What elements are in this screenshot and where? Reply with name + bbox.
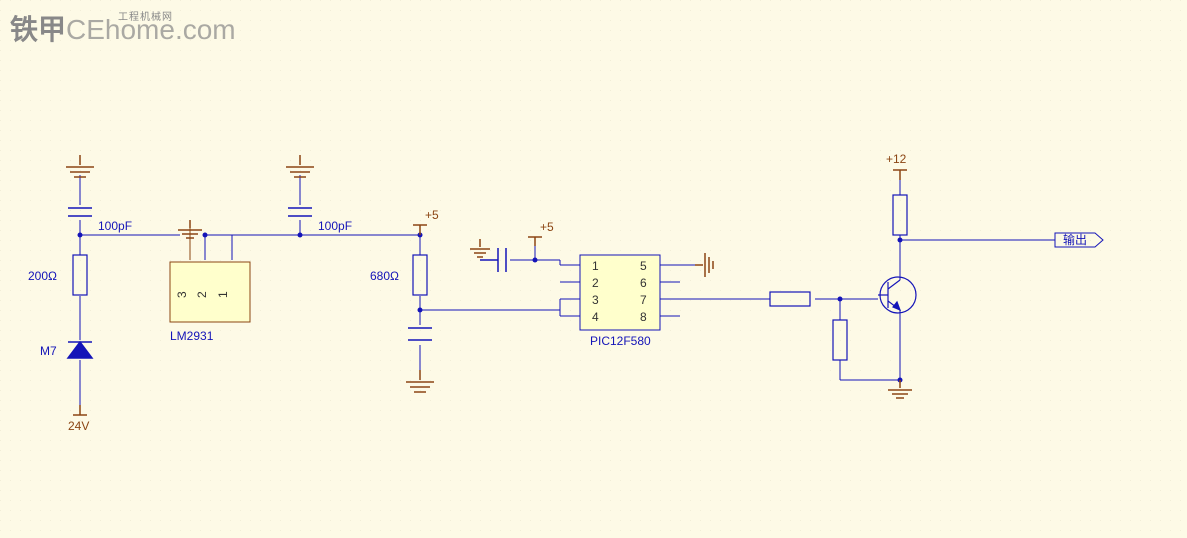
lm2931-label: LM2931 [170,329,214,343]
pic-pin-5: 5 [640,259,647,273]
r2-label: 680Ω [370,269,399,283]
pic-chip: 1 2 3 4 5 6 7 8 PIC12F580 [580,255,660,348]
lm2931-pin-1: 1 [216,291,230,298]
watermark-main: 铁甲 [10,14,66,45]
pic-pin-3: 3 [592,293,599,307]
pwr-5-2-label: +5 [540,220,554,234]
watermark: 铁甲CEhome.com 工程机械网 [10,8,236,48]
pic-pin-1: 1 [592,259,599,273]
lm2931-pin-2: 2 [195,291,209,298]
pic-pin-8: 8 [640,310,647,324]
output-label: 输出 [1063,232,1087,247]
pic-pin-7: 7 [640,293,647,307]
lm2931-pin-3: 3 [175,291,189,298]
d1-label: M7 [40,344,57,358]
c1-label: 100pF [98,219,132,233]
pic-pin-6: 6 [640,276,647,290]
pic-pin-4: 4 [592,310,599,324]
watermark-small: 工程机械网 [118,8,173,23]
pwr-12-label: +12 [886,152,907,166]
r1-label: 200Ω [28,269,57,283]
pic-pin-2: 2 [592,276,599,290]
pwr-5-1-label: +5 [425,208,439,222]
schematic-canvas: +5 +5 +12 24V 100pF 100pF 200Ω 680Ω [0,0,1187,538]
pwr-24-label: 24V [68,419,89,433]
c2-label: 100pF [318,219,352,233]
pic-label: PIC12F580 [590,334,651,348]
